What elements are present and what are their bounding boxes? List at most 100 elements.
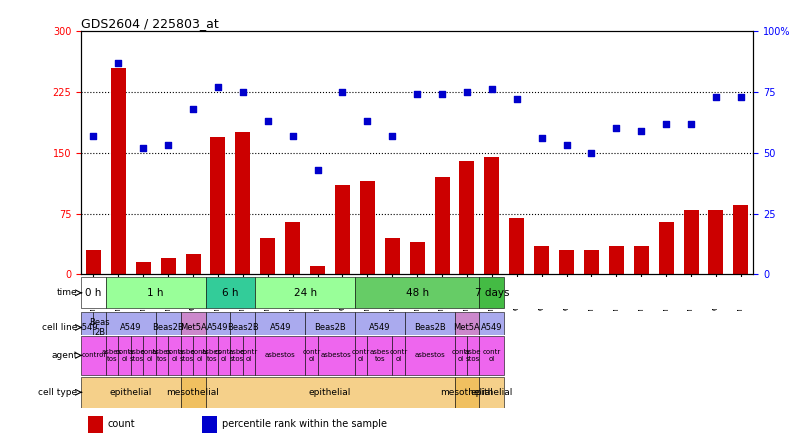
- Point: [710, 93, 723, 100]
- Point: [436, 91, 449, 98]
- Text: mesothelial: mesothelial: [441, 388, 493, 397]
- Text: 6 h: 6 h: [222, 288, 239, 298]
- Bar: [106, 277, 206, 309]
- Text: contr
ol: contr ol: [240, 349, 258, 362]
- Bar: [93, 312, 106, 343]
- Text: Met5A: Met5A: [454, 323, 480, 332]
- Point: [361, 118, 374, 125]
- Text: contr
ol: contr ol: [116, 349, 134, 362]
- Bar: [368, 336, 392, 375]
- Bar: [480, 336, 505, 375]
- Point: [585, 149, 598, 156]
- Text: Beas2B: Beas2B: [414, 323, 446, 332]
- Point: [336, 88, 349, 95]
- Bar: [405, 336, 454, 375]
- Bar: [181, 312, 206, 343]
- Text: asbe
stos: asbe stos: [228, 349, 245, 362]
- Bar: [467, 336, 480, 375]
- Point: [137, 144, 150, 151]
- Bar: [243, 336, 255, 375]
- Text: asbestos: asbestos: [265, 353, 296, 358]
- Text: contr
ol: contr ol: [452, 349, 470, 362]
- Point: [211, 83, 224, 91]
- Bar: [454, 312, 480, 343]
- Bar: [335, 185, 350, 274]
- Text: contr
ol: contr ol: [302, 349, 321, 362]
- Bar: [193, 336, 206, 375]
- Bar: [410, 242, 424, 274]
- Text: 0 h: 0 h: [85, 288, 101, 298]
- Bar: [480, 312, 505, 343]
- Point: [237, 88, 249, 95]
- Text: contr
ol: contr ol: [190, 349, 208, 362]
- Bar: [480, 377, 505, 408]
- Bar: [355, 277, 480, 309]
- Point: [162, 142, 175, 149]
- Text: agent: agent: [51, 351, 77, 360]
- Bar: [168, 336, 181, 375]
- Bar: [355, 312, 405, 343]
- Bar: [305, 336, 318, 375]
- Point: [112, 59, 125, 66]
- Bar: [218, 336, 230, 375]
- Text: GDS2604 / 225803_at: GDS2604 / 225803_at: [81, 17, 219, 30]
- Text: asbe
stos: asbe stos: [465, 349, 481, 362]
- Bar: [81, 336, 106, 375]
- Bar: [405, 312, 454, 343]
- Text: asbes
tos: asbes tos: [102, 349, 122, 362]
- Text: cell line: cell line: [42, 323, 77, 332]
- Bar: [509, 218, 524, 274]
- Text: Beas2B: Beas2B: [314, 323, 346, 332]
- Bar: [81, 277, 106, 309]
- Bar: [255, 312, 305, 343]
- Bar: [206, 336, 218, 375]
- Text: Met5A: Met5A: [180, 323, 207, 332]
- Text: Beas
2B: Beas 2B: [89, 318, 110, 337]
- Bar: [130, 336, 143, 375]
- Bar: [81, 312, 93, 343]
- Bar: [230, 312, 255, 343]
- Text: contr
ol: contr ol: [483, 349, 501, 362]
- Text: percentile rank within the sample: percentile rank within the sample: [222, 419, 387, 429]
- Bar: [230, 336, 243, 375]
- Text: 48 h: 48 h: [406, 288, 428, 298]
- Bar: [143, 336, 156, 375]
- Bar: [260, 238, 275, 274]
- Bar: [285, 222, 301, 274]
- Bar: [206, 312, 230, 343]
- Bar: [181, 336, 193, 375]
- Text: asbestos: asbestos: [414, 353, 445, 358]
- Point: [610, 125, 623, 132]
- Bar: [534, 246, 549, 274]
- Bar: [255, 277, 355, 309]
- Point: [286, 132, 299, 139]
- Text: epithelial: epithelial: [309, 388, 352, 397]
- Bar: [454, 336, 467, 375]
- Bar: [305, 312, 355, 343]
- Text: 1 h: 1 h: [147, 288, 164, 298]
- Text: A549: A549: [369, 323, 390, 332]
- Text: epithelial: epithelial: [109, 388, 152, 397]
- Bar: [156, 312, 181, 343]
- Point: [485, 86, 498, 93]
- Text: 24 h: 24 h: [293, 288, 317, 298]
- Text: A549: A549: [481, 323, 502, 332]
- Bar: [684, 210, 698, 274]
- Bar: [360, 181, 375, 274]
- Text: time: time: [57, 288, 77, 297]
- Point: [411, 91, 424, 98]
- Text: asbe
stos: asbe stos: [129, 349, 145, 362]
- Text: asbes
tos: asbes tos: [151, 349, 172, 362]
- Point: [735, 93, 748, 100]
- Text: asbe
stos: asbe stos: [178, 349, 195, 362]
- Bar: [484, 157, 499, 274]
- Text: count: count: [108, 419, 135, 429]
- Bar: [206, 277, 255, 309]
- Point: [87, 132, 100, 139]
- Bar: [609, 246, 624, 274]
- Point: [311, 166, 324, 173]
- Bar: [584, 250, 599, 274]
- Text: A549: A549: [76, 323, 98, 332]
- Bar: [185, 254, 201, 274]
- Text: contr
ol: contr ol: [140, 349, 159, 362]
